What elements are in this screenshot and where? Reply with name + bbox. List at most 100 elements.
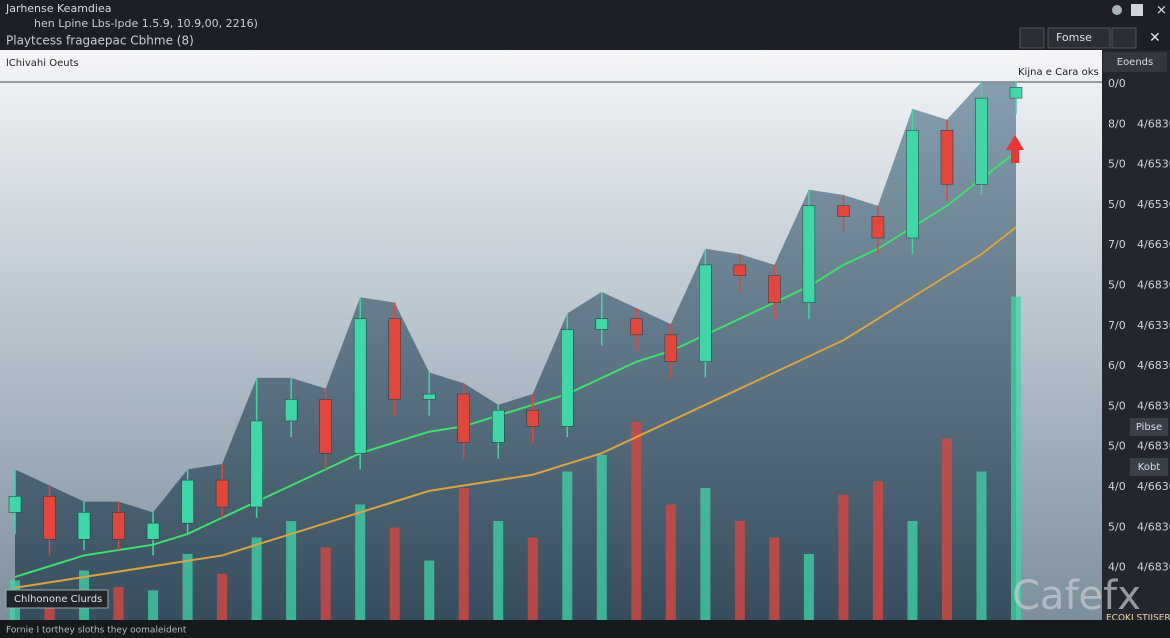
legend-box — [5, 589, 109, 609]
price-area — [15, 82, 1016, 620]
candle-body — [595, 318, 609, 330]
dropdown[interactable] — [1047, 27, 1111, 49]
candle-body — [975, 97, 988, 185]
axis-label: 4/0 — [1108, 561, 1126, 574]
candle-body — [837, 205, 850, 217]
close-panel[interactable]: ✕ — [1149, 30, 1161, 46]
dropdown-label[interactable]: Fomse — [1056, 31, 1092, 44]
box1[interactable] — [1130, 418, 1168, 436]
candle-body — [284, 399, 298, 422]
axis-label: 0/0 — [1108, 77, 1126, 90]
volume-bar — [424, 560, 435, 620]
candle-body — [940, 130, 954, 185]
volume-bar — [700, 488, 711, 620]
axis-label: 5/0 — [1108, 279, 1126, 292]
watermark: Cafefx — [1012, 573, 1141, 619]
candle-body — [491, 409, 505, 443]
candle-body — [77, 512, 91, 540]
volume-bar — [182, 554, 193, 620]
axis-label: 7/0 — [1108, 238, 1126, 251]
axis-value: 4/6830 — [1137, 399, 1170, 412]
axis-panel — [1102, 50, 1170, 620]
axis-label: 4/0 — [1108, 480, 1126, 493]
volume-bar — [1011, 296, 1021, 620]
axis-label: 5/0 — [1108, 198, 1126, 211]
volume-bar — [286, 521, 297, 620]
candle-body — [699, 264, 712, 363]
watermark-tag: ECOKI STIJSER — [1106, 614, 1170, 624]
axis-value: 4/6830 — [1137, 440, 1170, 453]
candle-body — [353, 318, 367, 454]
volume-bar — [113, 587, 124, 620]
candle-body — [215, 479, 229, 508]
share-button[interactable] — [1019, 27, 1045, 49]
close-button[interactable]: ✕ — [1156, 4, 1167, 19]
volume-bar — [527, 537, 538, 620]
search-button[interactable] — [1111, 27, 1137, 49]
ma-line — [14, 151, 1017, 578]
volume-bar — [320, 547, 331, 620]
volume-bar — [562, 471, 573, 620]
box2-label[interactable]: Kobt — [1138, 462, 1161, 473]
candle-body — [250, 420, 263, 508]
volume-bar — [769, 537, 780, 620]
candle-body — [906, 130, 919, 239]
axis-value: 4/6830 — [1137, 520, 1170, 533]
candle-body — [43, 496, 56, 540]
volume-bar — [838, 494, 849, 620]
max-button[interactable] — [1131, 4, 1143, 16]
axis-value: 4/6330 — [1137, 319, 1170, 332]
panel-header — [1103, 52, 1167, 72]
axis-value: 4/6630 — [1137, 238, 1170, 251]
volume-bar — [148, 590, 159, 620]
axis-value: 4/6530 — [1137, 158, 1170, 171]
axis-label: 6/0 — [1108, 359, 1126, 372]
axis-label: 7/0 — [1108, 319, 1126, 332]
volume-bar — [217, 573, 228, 620]
candle-body — [768, 275, 781, 303]
ma-line — [14, 226, 1017, 589]
box2[interactable] — [1130, 458, 1168, 476]
volume-bar — [907, 521, 918, 620]
candle-body — [388, 318, 401, 400]
candle-body — [1009, 87, 1023, 99]
volume-bar — [458, 488, 469, 620]
min-button[interactable] — [1112, 5, 1122, 15]
axis-value: 4/6830 — [1137, 117, 1170, 130]
candle-body — [526, 409, 540, 427]
volume-bar — [976, 471, 987, 620]
axis-label: 5/0 — [1108, 440, 1126, 453]
candle-body — [457, 393, 470, 443]
axis-value: 4/6830 — [1137, 359, 1170, 372]
volume-bar — [493, 521, 504, 620]
axis-label: 5/0 — [1108, 399, 1126, 412]
panel-title: Eoends — [1117, 57, 1153, 68]
axis-label: 8/0 — [1108, 117, 1126, 130]
candle-body — [181, 479, 194, 524]
volume-bar — [803, 554, 814, 620]
candle-body — [871, 216, 885, 239]
candle-body — [630, 318, 643, 336]
axis-value: 4/6830 — [1137, 561, 1170, 574]
arrow — [1006, 135, 1024, 163]
axis-label: 5/0 — [1108, 158, 1126, 171]
volume-bar — [355, 504, 366, 620]
axis: 0/0 8/0 4/6830 5/0 4/6530 5/0 4/6530 7/0 4/6630 5… — [1108, 77, 1170, 574]
volume-bar — [941, 438, 952, 620]
axis-value: 4/6830 — [1137, 279, 1170, 292]
volume-bar — [596, 455, 607, 620]
app-title: Jarhense Keamdiea — [5, 2, 111, 15]
axis-value: 4/6630 — [1137, 480, 1170, 493]
info-line: Playtcess fragaepac Cbhme (8) — [6, 34, 194, 48]
footer-bar — [0, 620, 1170, 638]
volume-bar — [251, 537, 262, 620]
volume-bar — [631, 422, 642, 620]
box1-label[interactable]: Pibse — [1136, 422, 1162, 433]
footer: Fornie I torthey sloths they oomaleident — [6, 626, 187, 636]
volume-bar — [389, 527, 400, 620]
candle-body — [802, 205, 816, 303]
top-bar — [0, 0, 1170, 50]
candle-body — [146, 522, 160, 540]
volume-bar — [665, 504, 676, 620]
